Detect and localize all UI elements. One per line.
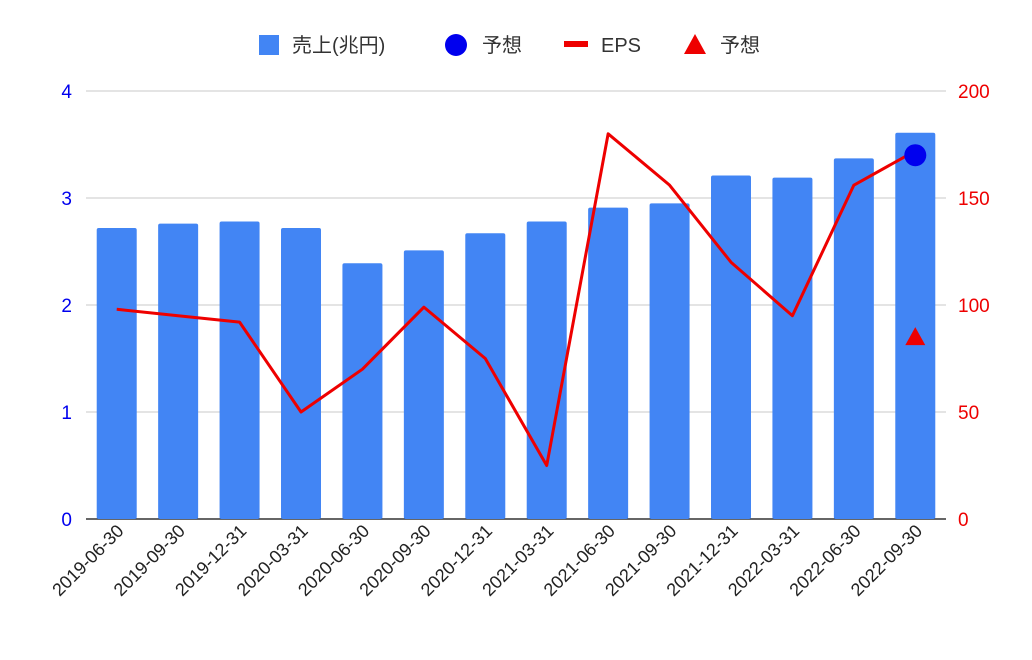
bar (711, 175, 751, 519)
bar (342, 263, 383, 519)
y-right-tick-label: 150 (958, 189, 990, 210)
y-left-tick-label: 0 (61, 510, 72, 531)
eps-line (116, 132, 917, 467)
y-right-tick-label: 0 (958, 510, 969, 531)
legend-swatch-sales (259, 35, 279, 55)
bar (526, 221, 567, 520)
forecast-triangle-point (905, 327, 926, 346)
legend-label-forecast-2: 予想 (720, 34, 760, 57)
bar (649, 203, 690, 519)
bar (895, 132, 936, 520)
x-axis: 2019-06-302019-09-302019-12-312020-03-31… (48, 521, 926, 600)
bar (465, 233, 506, 519)
legend-marker-forecast-circle (445, 34, 467, 56)
bar (219, 221, 260, 520)
forecast-points (904, 144, 927, 346)
bar (833, 158, 874, 519)
bar (96, 227, 137, 519)
legend-label-eps: EPS (601, 35, 641, 57)
y-left-tick-label: 1 (61, 403, 72, 424)
legend-label-forecast-1: 予想 (482, 34, 522, 57)
y-axis-right: 0 50 100 150 200 (958, 82, 990, 531)
legend: 売上(兆円) 予想 EPS 予想 (259, 34, 760, 57)
bar (772, 177, 813, 520)
legend-marker-forecast-triangle (684, 34, 706, 54)
y-axis-left: 0 1 2 3 4 (61, 82, 72, 531)
bar-series-sales (96, 132, 936, 520)
bar (281, 227, 321, 519)
line-series-eps (116, 132, 917, 467)
bar (158, 223, 199, 519)
y-left-tick-label: 4 (61, 82, 72, 103)
y-right-tick-label: 100 (958, 296, 990, 317)
bar (588, 207, 629, 519)
gridlines (86, 90, 946, 520)
y-left-tick-label: 2 (61, 296, 72, 317)
forecast-circle-point (904, 144, 927, 167)
y-left-tick-label: 3 (61, 189, 72, 210)
legend-marker-eps-line (564, 41, 588, 47)
y-right-tick-label: 50 (958, 403, 979, 424)
y-right-tick-label: 200 (958, 82, 990, 103)
legend-label-sales: 売上(兆円) (292, 34, 385, 57)
bar (403, 250, 444, 519)
